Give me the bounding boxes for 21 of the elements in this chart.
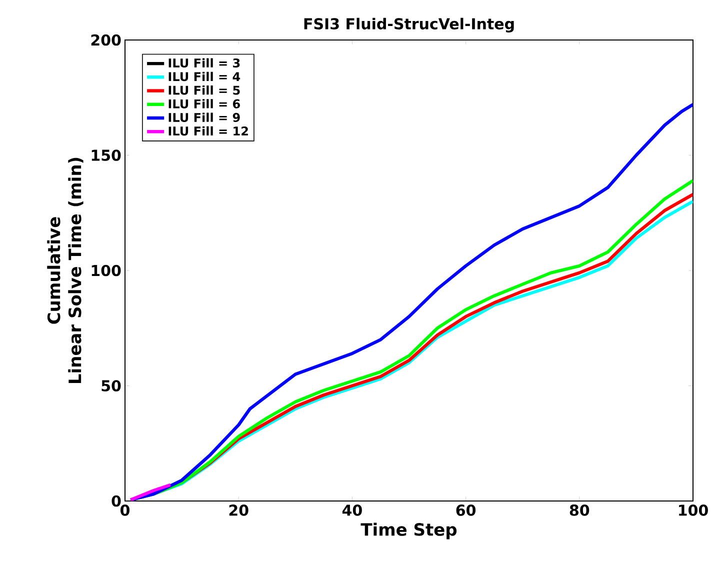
y-tick-label: 50	[102, 380, 121, 392]
legend-label: ILU Fill = 12	[168, 126, 248, 136]
legend-label: ILU Fill = 9	[168, 112, 240, 122]
x-tick-label: 40	[342, 504, 362, 516]
chart-title: FSI3 Fluid-StrucVel-Integ	[304, 18, 514, 32]
legend-label: ILU Fill = 5	[168, 85, 240, 95]
x-tick-label: 80	[570, 504, 590, 516]
legend-label: ILU Fill = 4	[168, 72, 240, 82]
y-tick-label: 0	[112, 495, 121, 507]
legend-label: ILU Fill = 6	[168, 99, 240, 108]
x-axis-title: Time Step	[360, 522, 457, 540]
y-tick-label: 100	[92, 264, 121, 276]
line-series	[129, 483, 172, 501]
y-tick-label: 150	[92, 150, 121, 161]
legend-label: ILU Fill = 3	[168, 58, 240, 68]
x-tick-label: 0	[120, 504, 130, 516]
x-tick-label: 100	[679, 504, 708, 516]
y-axis-title: Cumulative Linear Solve Time (min)	[47, 158, 84, 383]
x-tick-label: 60	[456, 504, 476, 516]
x-tick-label: 20	[229, 504, 248, 516]
y-tick-label: 200	[91, 34, 121, 46]
